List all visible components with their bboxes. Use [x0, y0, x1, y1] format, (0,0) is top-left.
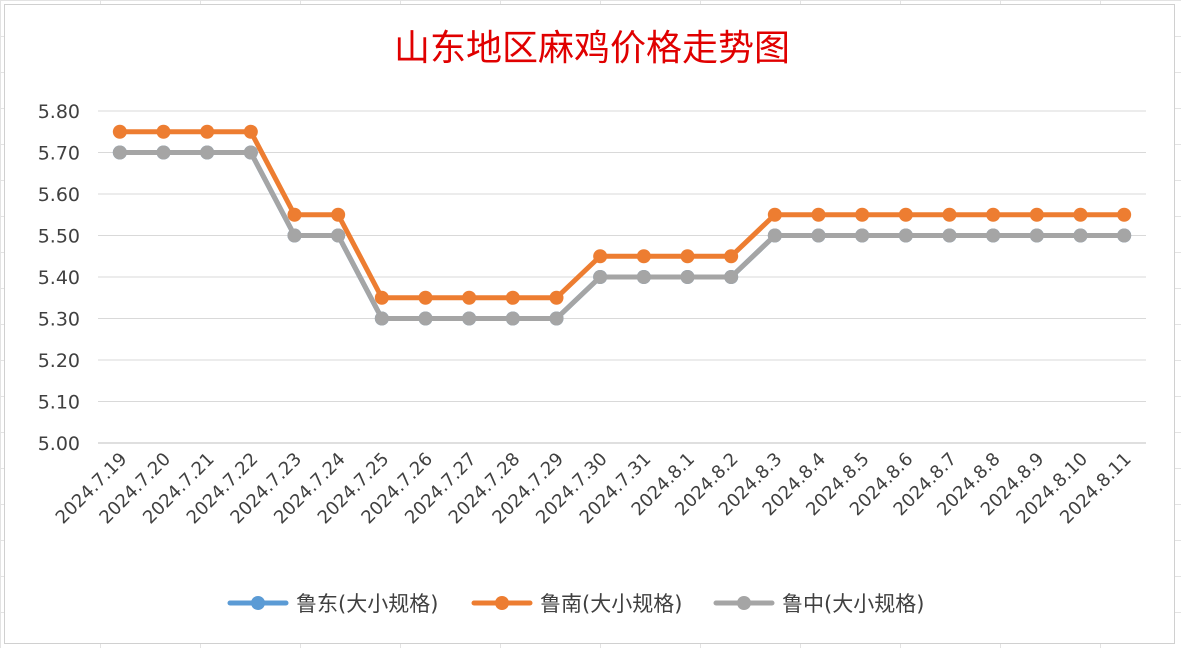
y-tick-label: 5.00: [38, 433, 80, 455]
y-tick-label: 5.30: [38, 309, 80, 331]
data-point: [1073, 207, 1088, 222]
data-point: [680, 249, 695, 264]
data-point: [287, 228, 302, 243]
data-point: [374, 290, 389, 305]
data-point: [1029, 207, 1044, 222]
data-point: [331, 228, 346, 243]
y-tick-label: 5.80: [38, 101, 80, 123]
data-point: [811, 228, 826, 243]
series-layer: [112, 124, 1132, 326]
legend-label: 鲁南(大小规格): [540, 592, 682, 616]
data-point: [767, 207, 782, 222]
data-point: [724, 270, 739, 284]
legend-item[interactable]: 鲁东(大小规格): [227, 592, 438, 616]
data-point: [898, 207, 913, 222]
data-point: [855, 228, 870, 243]
data-point: [1029, 228, 1044, 243]
data-point: [1117, 207, 1132, 222]
legend-label: 鲁中(大小规格): [782, 592, 924, 616]
series-2: [112, 124, 1132, 305]
data-point: [724, 249, 739, 264]
data-point: [767, 228, 782, 243]
data-point: [593, 249, 608, 264]
y-axis-ticks: 5.00 5.10 5.20 5.30 5.40 5.50 5.60 5.70 5.80: [38, 101, 80, 455]
data-point: [112, 145, 127, 160]
series-3: [112, 145, 1132, 326]
legend-dot-marker: [251, 596, 265, 610]
data-point: [243, 124, 258, 139]
data-point: [374, 311, 389, 326]
legend-label: 鲁东(大小规格): [296, 592, 438, 616]
y-tick-label: 5.70: [38, 143, 80, 165]
data-point: [986, 207, 1001, 222]
data-point: [855, 207, 870, 222]
data-point: [156, 145, 171, 160]
y-tick-label: 5.10: [38, 392, 80, 414]
y-tick-label: 5.40: [38, 267, 80, 289]
data-point: [200, 124, 215, 139]
data-point: [243, 145, 258, 160]
legend[interactable]: 鲁东(大小规格) 鲁南(大小规格) 鲁中(大小规格): [227, 592, 924, 616]
chart-title: 山东地区麻鸡价格走势图: [394, 28, 790, 69]
data-point: [462, 311, 477, 326]
data-point: [156, 124, 171, 139]
data-point: [680, 270, 695, 284]
data-point: [287, 207, 302, 222]
legend-item[interactable]: 鲁南(大小规格): [471, 592, 682, 616]
data-point: [505, 311, 520, 326]
data-point: [462, 290, 477, 305]
data-point: [549, 311, 564, 326]
data-point: [636, 249, 651, 264]
data-point: [418, 290, 433, 305]
data-point: [942, 207, 957, 222]
y-tick-label: 5.20: [38, 350, 80, 372]
data-point: [418, 311, 433, 326]
data-point: [636, 270, 651, 284]
data-point: [200, 145, 215, 160]
legend-item[interactable]: 鲁中(大小规格): [713, 592, 924, 616]
series-line: [117, 150, 1127, 321]
data-point: [1117, 228, 1132, 243]
data-point: [593, 270, 608, 284]
data-point: [898, 228, 913, 243]
data-point: [331, 207, 346, 222]
legend-dot-marker: [495, 596, 509, 610]
data-point: [549, 290, 564, 305]
y-tick-label: 5.60: [38, 184, 80, 206]
data-point: [986, 228, 1001, 243]
data-point: [112, 124, 127, 139]
data-point: [811, 207, 826, 222]
data-point: [505, 290, 520, 305]
x-axis-ticks: 2024.7.192024.7.202024.7.212024.7.222024…: [52, 449, 1136, 529]
series-line: [117, 129, 1127, 301]
legend-dot-marker: [737, 596, 751, 610]
y-tick-label: 5.50: [38, 226, 80, 248]
data-point: [1073, 228, 1088, 243]
data-point: [942, 228, 957, 243]
